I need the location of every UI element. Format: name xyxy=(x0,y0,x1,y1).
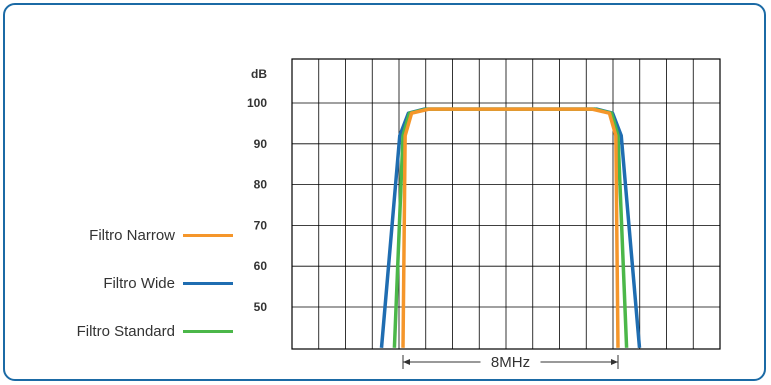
legend-label: Filtro Standard xyxy=(76,322,175,340)
filter-response-chart: dB 100 90 80 70 60 50 8MHz xyxy=(247,58,721,371)
y-tick-label: 50 xyxy=(254,300,268,314)
legend: Filtro Narrow Filtro Wide Filtro Standard xyxy=(25,225,233,345)
y-tick-label: 100 xyxy=(247,96,267,110)
legend-item-filtro-narrow: Filtro Narrow xyxy=(89,225,233,245)
y-tick-label: 60 xyxy=(254,259,268,273)
legend-swatch xyxy=(183,329,233,333)
bandwidth-label: 8MHz xyxy=(491,354,530,371)
series-layer xyxy=(379,107,642,348)
y-tick-label: 80 xyxy=(254,178,268,192)
bandwidth-arrow-right xyxy=(611,359,618,365)
series-line-filtro-narrow xyxy=(401,107,620,348)
y-tick-label: 90 xyxy=(254,137,268,151)
legend-label: Filtro Wide xyxy=(103,274,175,292)
chart-frame: dB 100 90 80 70 60 50 8MHz Filtro Narrow Filtr… xyxy=(3,3,766,381)
series-line-filtro-standard xyxy=(392,107,629,348)
grid xyxy=(291,58,721,350)
legend-label: Filtro Narrow xyxy=(89,226,175,244)
y-ticks: 100 90 80 70 60 50 xyxy=(247,96,267,314)
y-axis-label: dB xyxy=(251,67,267,81)
bandwidth-annotation: 8MHz xyxy=(402,354,619,371)
bandwidth-arrow-left xyxy=(403,359,410,365)
legend-swatch xyxy=(183,233,233,237)
legend-swatch xyxy=(183,281,233,285)
y-tick-label: 70 xyxy=(254,218,268,232)
series-line-filtro-wide xyxy=(379,107,642,348)
y-axis: dB xyxy=(251,67,267,81)
legend-item-filtro-standard: Filtro Standard xyxy=(77,321,233,341)
legend-item-filtro-wide: Filtro Wide xyxy=(103,273,233,293)
plot-border xyxy=(291,58,721,350)
